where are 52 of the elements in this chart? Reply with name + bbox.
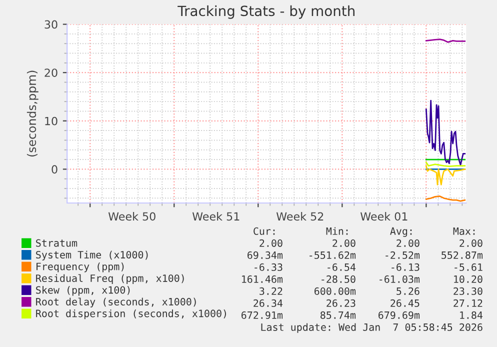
x-tick-label: Week 01 [360, 212, 408, 221]
chart-title: Tracking Stats - by month [178, 5, 354, 19]
legend-label: Stratum [36, 239, 78, 247]
text: 27.12 [454, 299, 482, 307]
text: -551.62m [310, 251, 356, 259]
text: 26.45 [390, 299, 420, 307]
y-tick-label: 20 [44, 68, 58, 77]
text: 672.91m [242, 311, 283, 319]
text: Max: [453, 227, 475, 235]
legend-label: Root dispersion (seconds, x1000) [36, 309, 226, 320]
text: 679.69m [378, 311, 420, 319]
legend-label: Residual Freq (ppm, x100) [36, 274, 184, 284]
y-tick-label: 10 [45, 116, 58, 126]
text: 26.23 [326, 299, 356, 307]
text: 85.74m [320, 311, 356, 319]
text: 600.00m [314, 287, 356, 295]
text: 23.30 [454, 287, 482, 295]
legend-label: Root delay (seconds, x1000) [36, 298, 196, 308]
text: -28.50 [322, 275, 356, 283]
text: -61.03m [380, 275, 420, 283]
y-axis-title: (seconds,ppm) [26, 70, 38, 156]
legend-label: Skew (ppm, x100) [36, 286, 130, 296]
text: 2.00 [332, 239, 356, 247]
legend-label: System Time (x1000) [36, 250, 148, 260]
text: -2.52m [386, 251, 420, 259]
text: -6.33 [254, 263, 282, 271]
text: 5.26 [396, 287, 420, 295]
text: 1.84 [460, 311, 483, 319]
x-tick-label: Week 52 [276, 212, 324, 221]
text: 69.34m [248, 251, 283, 259]
text: 161.46m [242, 275, 283, 283]
text: -6.54 [328, 263, 356, 271]
text: Cur: [254, 227, 275, 235]
legend-label: Frequency (ppm) [36, 262, 124, 272]
text: 3.22 [260, 287, 282, 295]
text: 10.20 [454, 275, 482, 283]
text: -6.13 [392, 263, 420, 271]
y-tick-label: 30 [44, 20, 58, 29]
line-series [425, 100, 466, 166]
line-series [425, 165, 466, 186]
y-tick-label: 0 [52, 165, 58, 174]
text: -5.61 [454, 263, 482, 271]
text: 2.00 [396, 239, 420, 247]
text: 2.00 [460, 239, 482, 247]
text: Min: [326, 227, 348, 235]
text: 552.87m [442, 251, 483, 259]
x-tick-label: Week 51 [192, 212, 240, 221]
text: 2.00 [260, 239, 282, 247]
text: Last update: Wed Jan 7 05:58:45 2026 [261, 323, 482, 333]
text: Avg: [390, 227, 412, 237]
x-tick-label: Week 50 [108, 212, 156, 221]
text: 26.34 [254, 299, 283, 307]
